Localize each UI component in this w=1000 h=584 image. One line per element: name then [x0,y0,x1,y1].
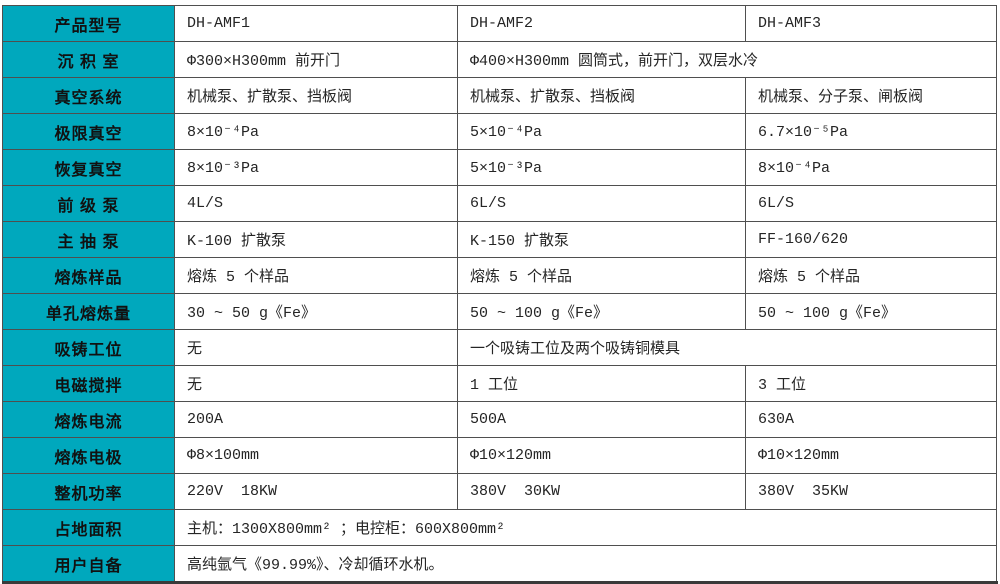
spec-label-chamber: 沉 积 室 [2,41,175,78]
table-row-vacuum-system: 真空系统 机械泵、扩散泵、挡板阀 机械泵、扩散泵、挡板阀 机械泵、分子泵、闸板阀 [2,77,997,114]
spec-value: 50 ~ 100 g《Fe》 [457,293,746,330]
spec-label-backing-pump: 前 级 泵 [2,185,175,222]
table-row-electromagnetic-stirring: 电磁搅拌 无 1 工位 3 工位 [2,365,997,402]
spec-label-electromagnetic-stirring: 电磁搅拌 [2,365,175,402]
spec-value: K-150 扩散泵 [457,221,746,258]
table-row-main-pump: 主 抽 泵 K-100 扩散泵 K-150 扩散泵 FF-160/620 [2,221,997,258]
spec-value: 200A [174,401,458,438]
spec-value: 4L/S [174,185,458,222]
spec-value: Φ10×120mm [745,437,997,474]
spec-label-melting-current: 熔炼电流 [2,401,175,438]
spec-value: 1 工位 [457,365,746,402]
spec-label-recovery-vacuum: 恢复真空 [2,149,175,186]
spec-label-user-supplied: 用户自备 [2,545,175,581]
spec-label-total-power: 整机功率 [2,473,175,510]
spec-value-merged: 一个吸铸工位及两个吸铸铜模具 [457,329,997,366]
spec-value: 6L/S [457,185,746,222]
spec-label-main-pump: 主 抽 泵 [2,221,175,258]
table-row-chamber: 沉 积 室 Φ300×H300mm 前开门 Φ400×H300mm 圆筒式，前开… [2,41,997,78]
table-row-suction-casting: 吸铸工位 无 一个吸铸工位及两个吸铸铜模具 [2,329,997,366]
table-row-ultimate-vacuum: 极限真空 8×10⁻⁴Pa 5×10⁻⁴Pa 6.7×10⁻⁵Pa [2,113,997,150]
spec-value: DH-AMF3 [745,5,997,42]
table-row-backing-pump: 前 级 泵 4L/S 6L/S 6L/S [2,185,997,222]
spec-label-melt-samples: 熔炼样品 [2,257,175,294]
spec-value: 6.7×10⁻⁵Pa [745,113,997,150]
spec-value: 无 [174,329,458,366]
spec-label-footprint: 占地面积 [2,509,175,546]
spec-value: 220V 18KW [174,473,458,510]
table-row-melting-current: 熔炼电流 200A 500A 630A [2,401,997,438]
spec-value: 8×10⁻⁴Pa [174,113,458,150]
spec-label-melting-electrode: 熔炼电极 [2,437,175,474]
spec-value: 30 ~ 50 g《Fe》 [174,293,458,330]
table-row-footprint: 占地面积 主机：1300X800mm² ；电控柜：600X800mm² [2,509,997,546]
spec-value: 无 [174,365,458,402]
spec-value: 380V 35KW [745,473,997,510]
spec-label-vacuum-system: 真空系统 [2,77,175,114]
spec-value: 机械泵、扩散泵、挡板阀 [174,77,458,114]
spec-value: 50 ~ 100 g《Fe》 [745,293,997,330]
spec-label-ultimate-vacuum: 极限真空 [2,113,175,150]
spec-value: 8×10⁻³Pa [174,149,458,186]
spec-value: DH-AMF2 [457,5,746,42]
table-row-melt-samples: 熔炼样品 熔炼 5 个样品 熔炼 5 个样品 熔炼 5 个样品 [2,257,997,294]
spec-value-merged: Φ400×H300mm 圆筒式，前开门，双层水冷 [457,41,997,78]
spec-value: Φ10×120mm [457,437,746,474]
table-row-total-power: 整机功率 220V 18KW 380V 30KW 380V 35KW [2,473,997,510]
table-row-melt-capacity: 单孔熔炼量 30 ~ 50 g《Fe》 50 ~ 100 g《Fe》 50 ~ … [2,293,997,330]
table-row-user-supplied: 用户自备 高纯氩气《99.99%》、冷却循环水机。 [2,545,997,581]
spec-value: 机械泵、扩散泵、挡板阀 [457,77,746,114]
spec-value: DH-AMF1 [174,5,458,42]
spec-value: K-100 扩散泵 [174,221,458,258]
spec-value: 机械泵、分子泵、闸板阀 [745,77,997,114]
spec-value: 6L/S [745,185,997,222]
spec-value: 8×10⁻⁴Pa [745,149,997,186]
spec-value: 630A [745,401,997,438]
table-row-model: 产品型号 DH-AMF1 DH-AMF2 DH-AMF3 [2,5,997,42]
spec-label-model: 产品型号 [2,5,175,42]
table-row-melting-electrode: 熔炼电极 Φ8×100mm Φ10×120mm Φ10×120mm [2,437,997,474]
spec-value-merged: 高纯氩气《99.99%》、冷却循环水机。 [174,545,997,581]
spec-value: 熔炼 5 个样品 [745,257,997,294]
spec-value-merged: 主机：1300X800mm² ；电控柜：600X800mm² [174,509,997,546]
spec-value: 3 工位 [745,365,997,402]
spec-value: 熔炼 5 个样品 [174,257,458,294]
spec-label-suction-casting: 吸铸工位 [2,329,175,366]
spec-table: 产品型号 DH-AMF1 DH-AMF2 DH-AMF3 沉 积 室 Φ300×… [2,5,997,581]
table-row-recovery-vacuum: 恢复真空 8×10⁻³Pa 5×10⁻³Pa 8×10⁻⁴Pa [2,149,997,186]
spec-value: 5×10⁻⁴Pa [457,113,746,150]
spec-value: 5×10⁻³Pa [457,149,746,186]
spec-value: Φ300×H300mm 前开门 [174,41,458,78]
spec-table-container: 产品型号 DH-AMF1 DH-AMF2 DH-AMF3 沉 积 室 Φ300×… [2,5,998,584]
spec-label-melt-capacity: 单孔熔炼量 [2,293,175,330]
spec-value: Φ8×100mm [174,437,458,474]
spec-value: 熔炼 5 个样品 [457,257,746,294]
spec-value: 380V 30KW [457,473,746,510]
spec-value: FF-160/620 [745,221,997,258]
spec-value: 500A [457,401,746,438]
